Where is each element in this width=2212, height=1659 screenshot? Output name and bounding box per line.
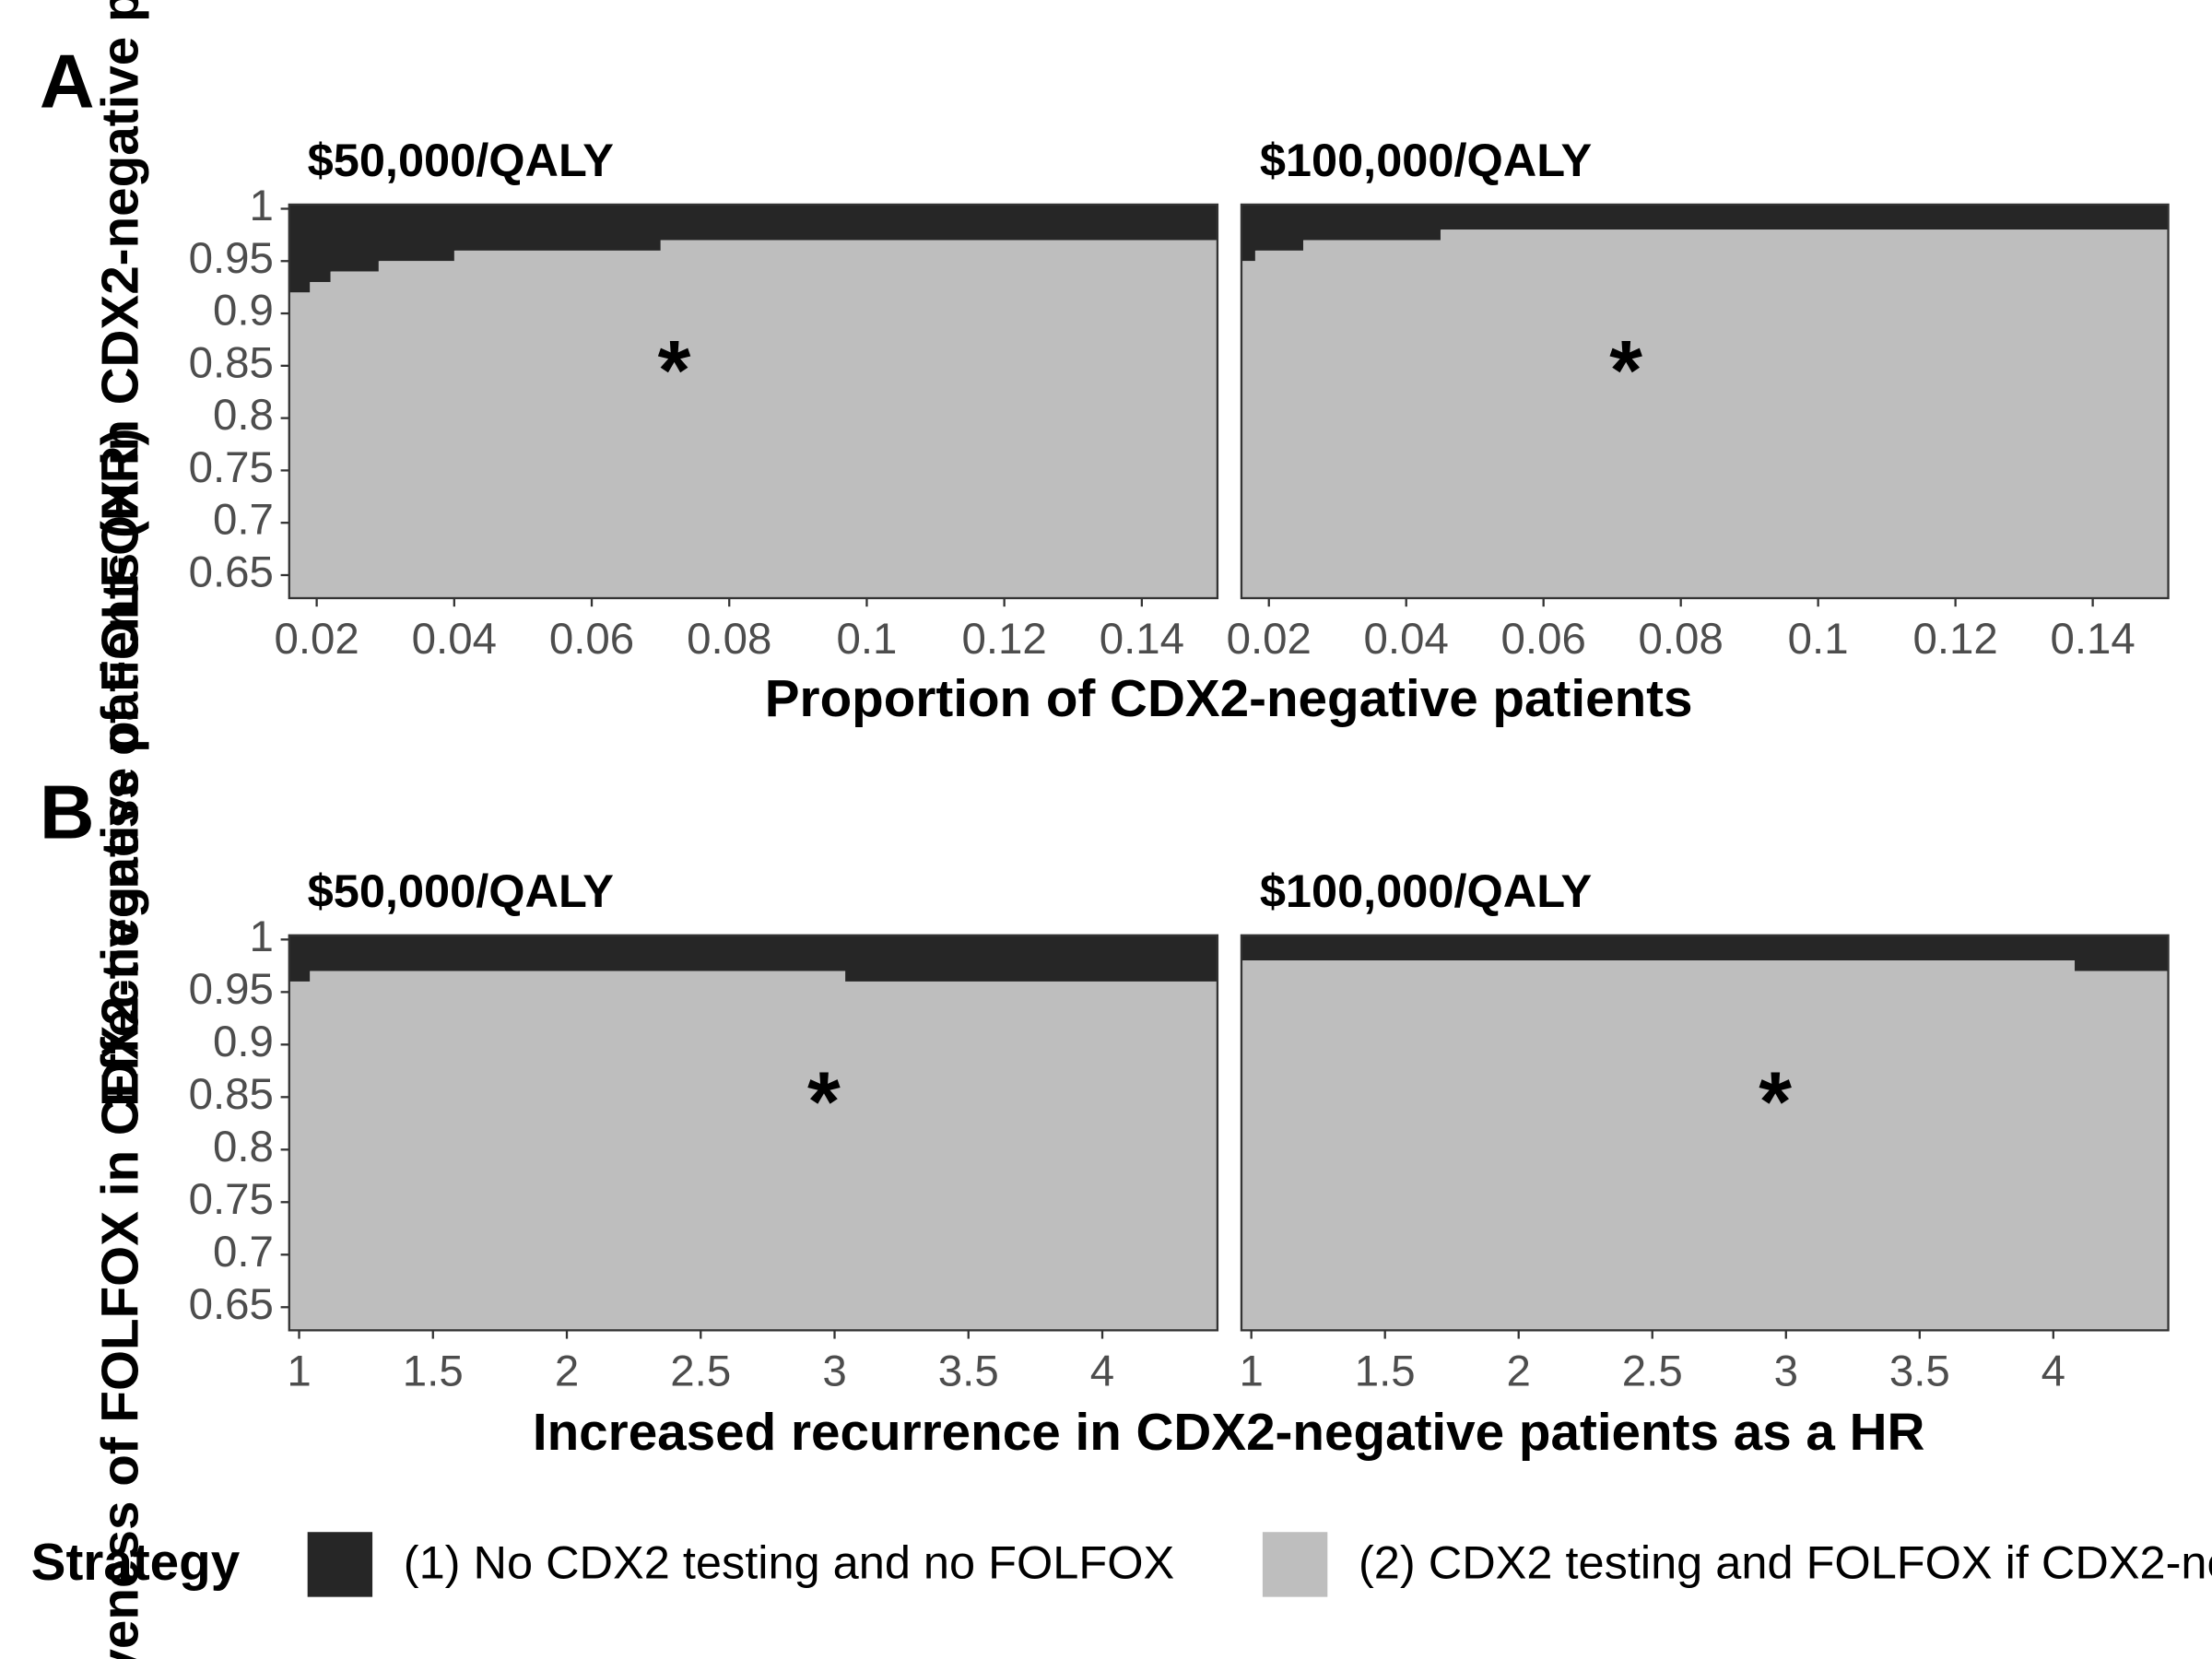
x-tick-label: 4 (2041, 1347, 2065, 1395)
y-tick-label: 0.85 (189, 1070, 274, 1119)
region-strategy-2 (1241, 261, 1256, 598)
x-tick-label: 0.08 (1639, 615, 1724, 664)
region-strategy-2 (330, 271, 380, 598)
x-tick-label: 0.1 (1788, 615, 1849, 664)
x-tick-label: 0.06 (1501, 615, 1586, 664)
y-tick-label: 0.65 (189, 548, 274, 597)
region-strategy-1 (1254, 204, 1304, 251)
region-strategy-2 (660, 240, 1218, 598)
region-strategy-2 (1241, 960, 2076, 1331)
panel-border (1240, 203, 2170, 600)
x-tick-label: 0.08 (687, 615, 771, 664)
legend-key (307, 1532, 373, 1597)
region-strategy-1 (453, 204, 662, 251)
y-tick-label: 0.95 (189, 965, 274, 1014)
region-strategy-2 (1254, 250, 1304, 598)
x-tick-label: 0.12 (1912, 615, 1997, 664)
y-tick-label: 0.8 (213, 391, 274, 440)
y-axis-title: Effectiveness of FOLFOX in CDX2-negative… (92, 0, 150, 1107)
base-case-marker: * (807, 1055, 841, 1149)
legend-key (1262, 1532, 1328, 1597)
base-case-marker: * (658, 324, 691, 418)
y-tick-label: 0.95 (189, 234, 274, 283)
region-strategy-1 (1241, 204, 1256, 262)
x-tick-label: 0.1 (836, 615, 897, 664)
region-strategy-1 (288, 935, 311, 982)
panel-border (1240, 934, 2170, 1332)
region-strategy-2 (288, 981, 311, 1331)
panel-title: $50,000/QALY (308, 134, 614, 186)
panel-title: $50,000/QALY (308, 865, 614, 917)
x-tick-label: 2.5 (1622, 1347, 1683, 1395)
legend-title: Strategy (31, 1534, 241, 1592)
base-case-marker: * (1609, 324, 1642, 418)
x-tick-label: 3.5 (1889, 1347, 1950, 1395)
y-tick-label: 0.9 (213, 1018, 274, 1066)
x-tick-label: 0.14 (2050, 615, 2135, 664)
y-tick-label: 1 (250, 182, 274, 230)
region-strategy-2 (378, 261, 455, 598)
x-tick-label: 0.04 (1364, 615, 1449, 664)
region-strategy-1 (1440, 204, 2170, 230)
region-strategy-2 (845, 981, 1218, 1331)
region-strategy-2 (310, 971, 846, 1331)
region-strategy-1 (1302, 204, 1441, 241)
y-tick-label: 0.7 (213, 1228, 274, 1277)
x-tick-label: 3 (1774, 1347, 1798, 1395)
x-tick-label: 0.14 (1100, 615, 1184, 664)
panel-border (288, 203, 1219, 600)
x-tick-label: 3 (822, 1347, 846, 1395)
y-tick-label: 0.7 (213, 496, 274, 545)
region-strategy-2 (453, 250, 662, 598)
x-axis-title: Increased recurrence in CDX2-negative pa… (533, 1404, 1925, 1462)
y-tick-label: 0.8 (213, 1123, 274, 1171)
y-tick-label: 0.65 (189, 1280, 274, 1329)
region-strategy-1 (845, 935, 1218, 982)
y-tick-label: 0.75 (189, 443, 274, 492)
panel-title: $100,000/QALY (1260, 134, 1592, 186)
x-tick-label: 2 (555, 1347, 579, 1395)
x-tick-label: 0.12 (961, 615, 1046, 664)
region-strategy-1 (2075, 935, 2170, 971)
region-strategy-2 (1440, 229, 2170, 598)
legend-label: (1) No CDX2 testing and no FOLFOX (404, 1535, 1174, 1588)
y-tick-label: 0.75 (189, 1175, 274, 1224)
region-strategy-1 (310, 204, 332, 282)
x-tick-label: 0.04 (412, 615, 497, 664)
x-tick-label: 0.02 (1227, 615, 1312, 664)
region-strategy-2 (1302, 240, 1441, 598)
x-tick-label: 1 (1239, 1347, 1263, 1395)
legend-label: (2) CDX2 testing and FOLFOX if CDX2-nega… (1359, 1535, 2212, 1588)
x-tick-label: 3.5 (938, 1347, 999, 1395)
panel-label: B (40, 770, 95, 855)
region-strategy-1 (310, 935, 846, 971)
y-axis-title: Effectiveness of FOLFOX in CDX2-negative… (92, 429, 150, 1659)
region-strategy-1 (660, 204, 1218, 241)
x-axis-title: Proportion of CDX2-negative patients (765, 670, 1693, 728)
region-strategy-1 (288, 204, 311, 293)
x-tick-label: 2.5 (670, 1347, 731, 1395)
panel-title: $100,000/QALY (1260, 865, 1592, 917)
region-strategy-1 (330, 204, 380, 272)
panel-label: A (40, 39, 95, 124)
region-strategy-1 (378, 204, 455, 262)
y-tick-label: 1 (250, 912, 274, 961)
region-strategy-2 (310, 281, 332, 598)
x-tick-label: 4 (1090, 1347, 1114, 1395)
region-strategy-2 (288, 292, 311, 598)
x-tick-label: 0.02 (274, 615, 359, 664)
region-strategy-1 (1241, 935, 2076, 961)
x-tick-label: 1.5 (403, 1347, 464, 1395)
y-tick-label: 0.85 (189, 338, 274, 387)
region-strategy-2 (2075, 971, 2170, 1331)
base-case-marker: * (1759, 1055, 1792, 1149)
x-tick-label: 1 (287, 1347, 311, 1395)
x-tick-label: 1.5 (1355, 1347, 1416, 1395)
x-tick-label: 0.06 (549, 615, 634, 664)
x-tick-label: 2 (1507, 1347, 1531, 1395)
panel-border (288, 934, 1219, 1332)
y-tick-label: 0.9 (213, 287, 274, 335)
